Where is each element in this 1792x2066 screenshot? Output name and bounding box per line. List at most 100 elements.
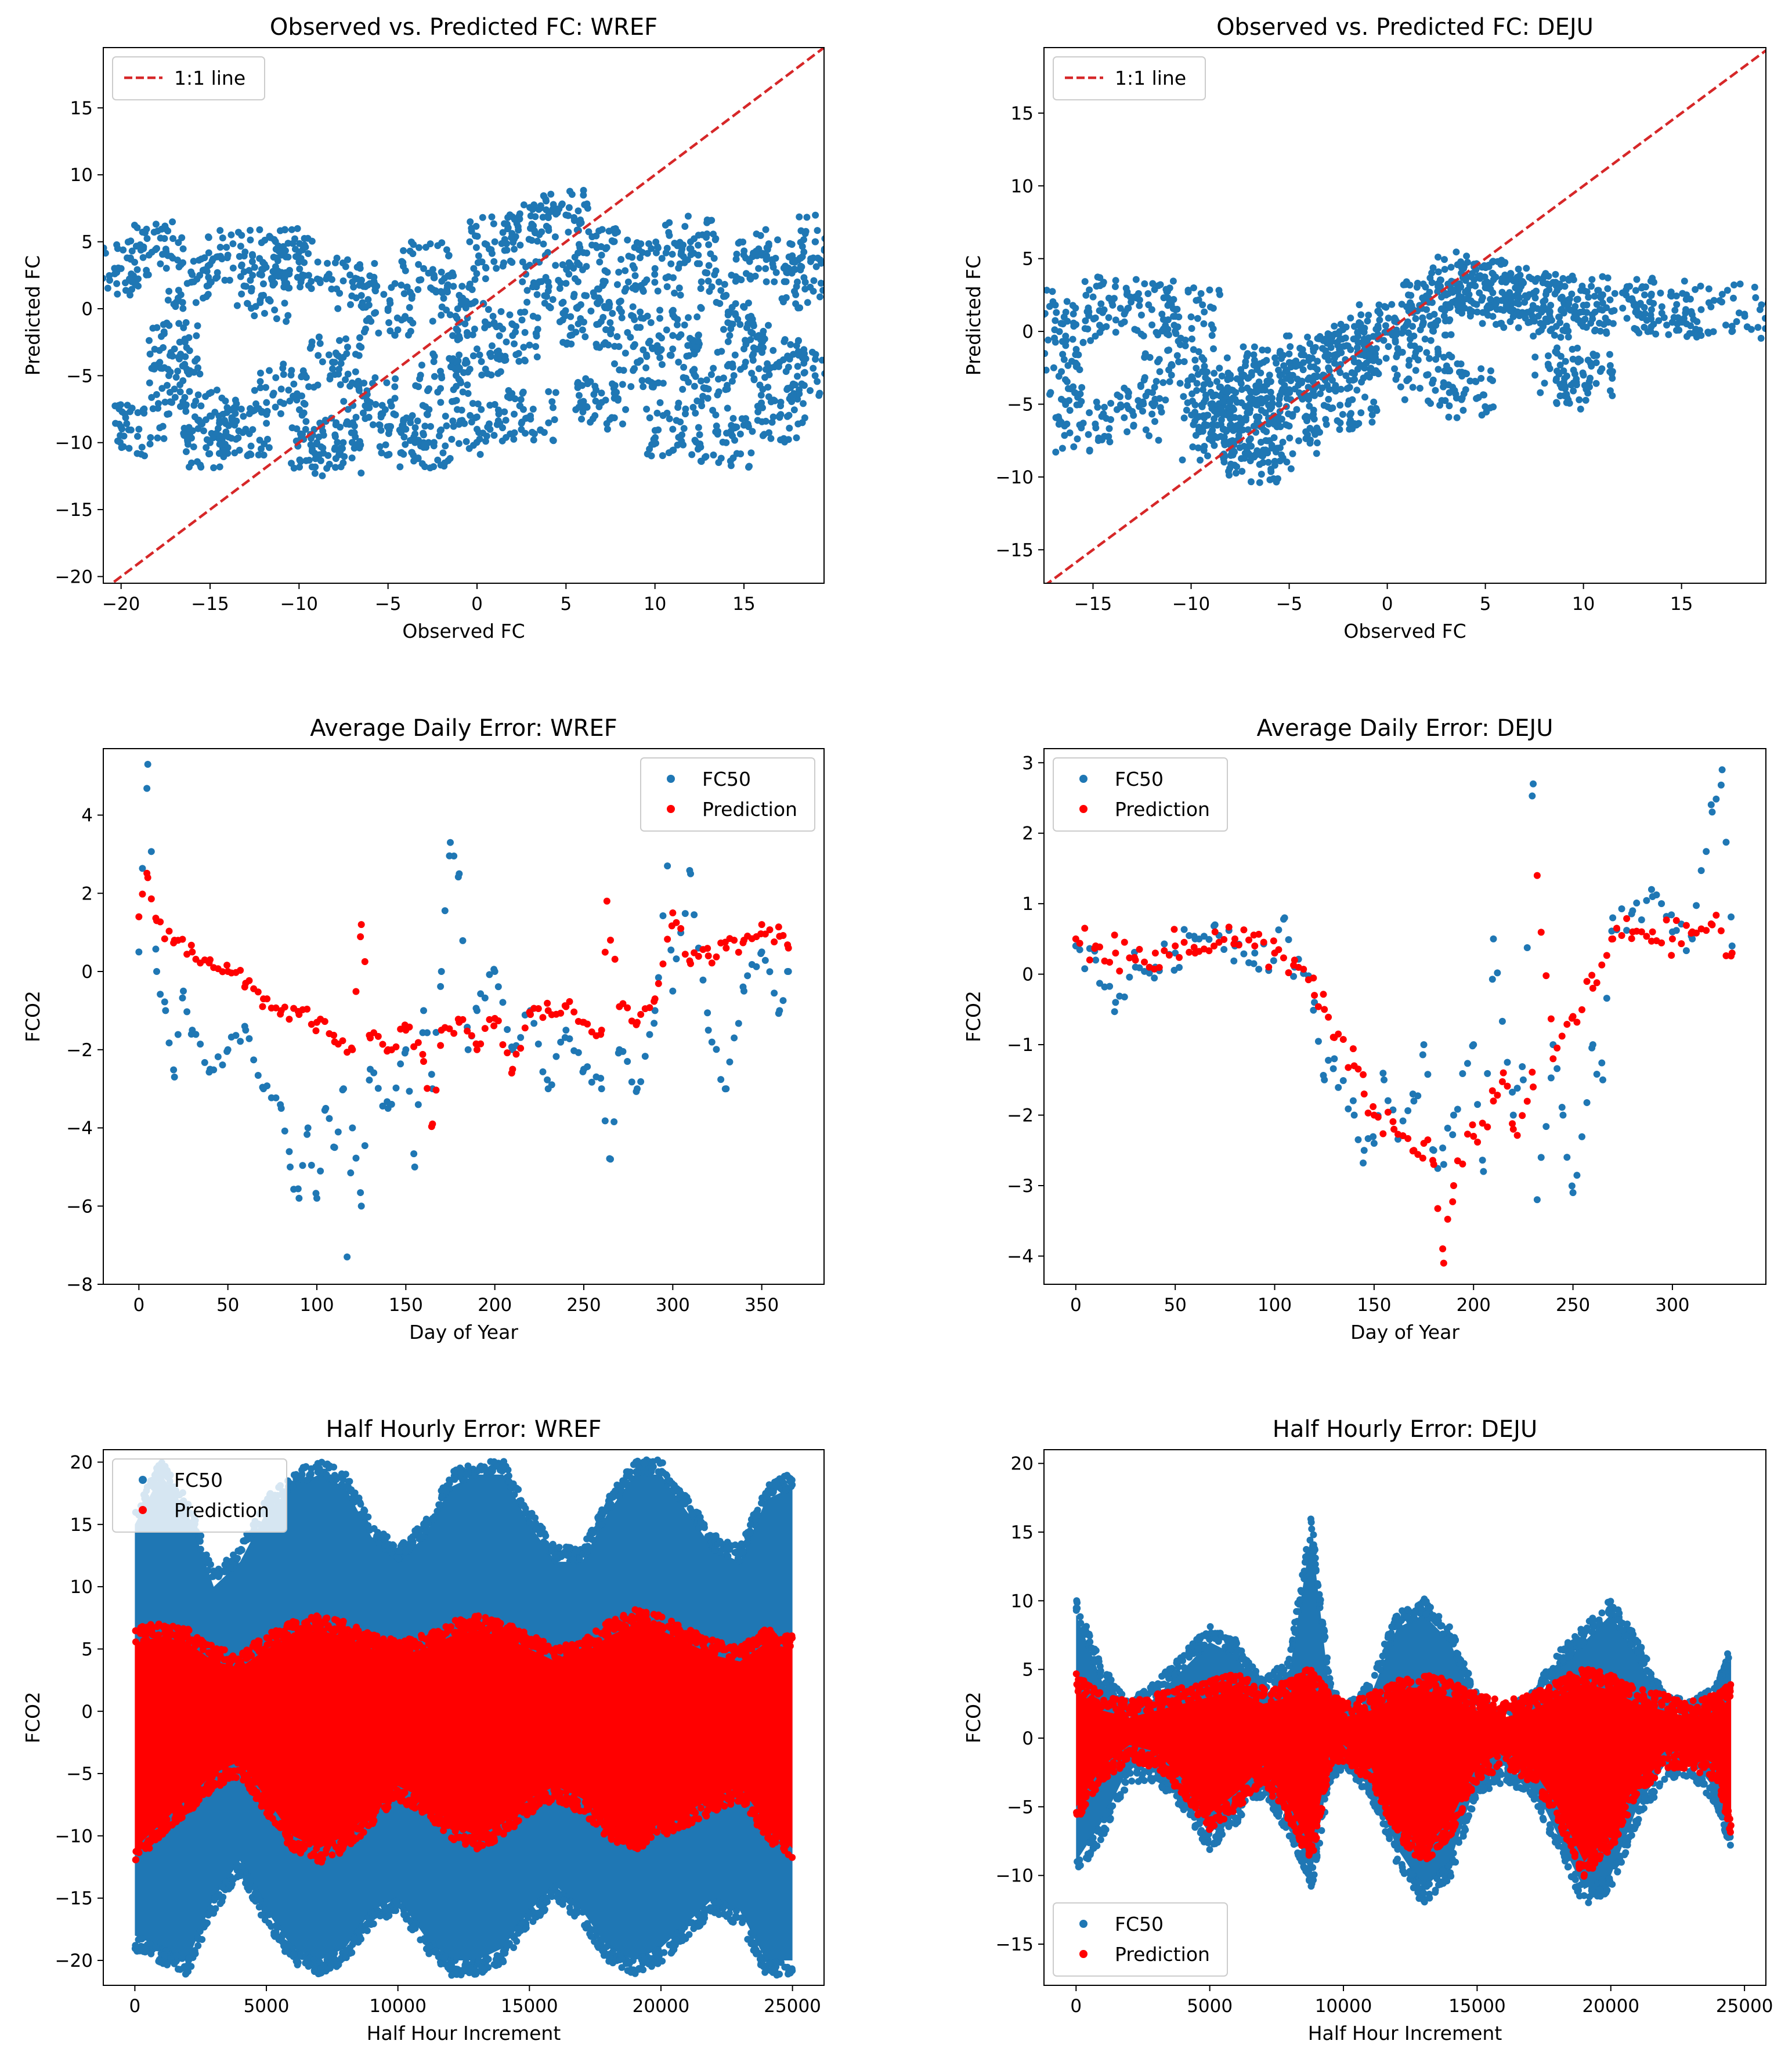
data-point	[437, 983, 445, 990]
data-point	[1247, 478, 1255, 486]
data-point	[1587, 374, 1594, 382]
data-point	[510, 435, 518, 443]
data-point	[1780, 313, 1787, 320]
data-point	[1533, 1196, 1541, 1204]
data-point	[1560, 367, 1567, 375]
data-point	[430, 358, 438, 366]
data-point	[1688, 929, 1695, 937]
data-point	[507, 257, 514, 265]
data-point	[1329, 1034, 1337, 1041]
data-point	[1531, 353, 1539, 361]
data-point	[1506, 289, 1513, 297]
data-point	[1457, 258, 1465, 266]
data-point	[328, 359, 336, 366]
data-point	[1379, 1070, 1387, 1077]
data-point	[161, 1951, 168, 1959]
data-point	[747, 336, 754, 344]
data-point	[1166, 378, 1173, 385]
data-point	[174, 367, 182, 375]
y-tick-label: −2	[1007, 1106, 1034, 1126]
data-point	[1494, 969, 1501, 977]
data-point	[755, 265, 763, 272]
data-point	[432, 1086, 440, 1094]
data-point	[757, 341, 765, 349]
data-point	[1123, 387, 1131, 395]
data-point	[659, 452, 666, 460]
data-point	[232, 1032, 240, 1039]
data-point	[699, 976, 707, 984]
data-point	[400, 247, 407, 254]
data-point	[791, 258, 799, 266]
data-point	[1325, 351, 1332, 359]
data-point	[1668, 911, 1675, 919]
data-point	[1722, 322, 1729, 329]
data-point	[277, 385, 285, 393]
data-point	[449, 332, 457, 339]
data-point	[1557, 295, 1565, 302]
data-point	[669, 909, 677, 916]
data-point	[134, 432, 142, 440]
data-point	[1435, 366, 1442, 373]
data-point	[1376, 316, 1383, 324]
data-point	[1144, 290, 1152, 297]
data-point	[437, 1042, 445, 1049]
data-point	[408, 294, 416, 302]
data-point	[355, 352, 363, 359]
data-point	[1450, 1111, 1457, 1119]
data-point	[212, 1905, 219, 1912]
data-point	[1509, 313, 1517, 320]
data-point	[1155, 282, 1162, 290]
data-point	[1552, 270, 1559, 278]
data-point	[151, 345, 158, 353]
data-point	[1348, 369, 1356, 377]
data-point	[251, 387, 258, 394]
data-point	[115, 420, 123, 428]
data-point	[624, 1004, 631, 1012]
data-point	[1165, 951, 1173, 959]
data-point	[420, 429, 427, 437]
data-point	[287, 371, 295, 379]
data-point	[270, 389, 277, 397]
data-point	[352, 433, 359, 440]
data-point	[414, 1039, 422, 1046]
data-point	[804, 299, 811, 306]
data-point	[377, 427, 385, 434]
data-point	[610, 1118, 618, 1126]
data-point	[113, 241, 121, 248]
data-point	[331, 433, 339, 440]
data-point	[609, 310, 616, 317]
data-point	[689, 403, 697, 411]
data-point	[735, 275, 742, 283]
y-tick-label: 2	[1022, 823, 1034, 844]
data-point	[562, 280, 570, 287]
data-point	[545, 419, 552, 427]
data-point	[707, 250, 714, 258]
data-point	[219, 968, 226, 976]
data-point	[449, 417, 457, 425]
data-point	[348, 454, 356, 462]
data-point	[570, 293, 577, 301]
data-point	[223, 244, 230, 251]
data-point	[529, 312, 537, 320]
data-point	[1312, 344, 1319, 351]
data-point	[1201, 442, 1208, 450]
data-point	[1117, 401, 1125, 409]
data-point	[1498, 275, 1506, 283]
data-point	[1682, 295, 1690, 303]
data-point	[1397, 383, 1404, 391]
data-point	[339, 459, 347, 467]
data-point	[365, 301, 373, 309]
data-point	[497, 368, 504, 375]
data-point	[258, 239, 265, 247]
data-point	[1303, 417, 1311, 424]
data-point	[185, 1954, 193, 1962]
data-point	[693, 313, 701, 321]
data-point	[408, 449, 416, 456]
data-point	[1509, 1088, 1516, 1096]
data-point	[255, 451, 262, 458]
data-point	[574, 384, 581, 391]
data-point	[308, 342, 315, 349]
data-point	[1274, 475, 1281, 482]
data-point	[234, 1555, 241, 1562]
data-point	[1310, 974, 1317, 982]
